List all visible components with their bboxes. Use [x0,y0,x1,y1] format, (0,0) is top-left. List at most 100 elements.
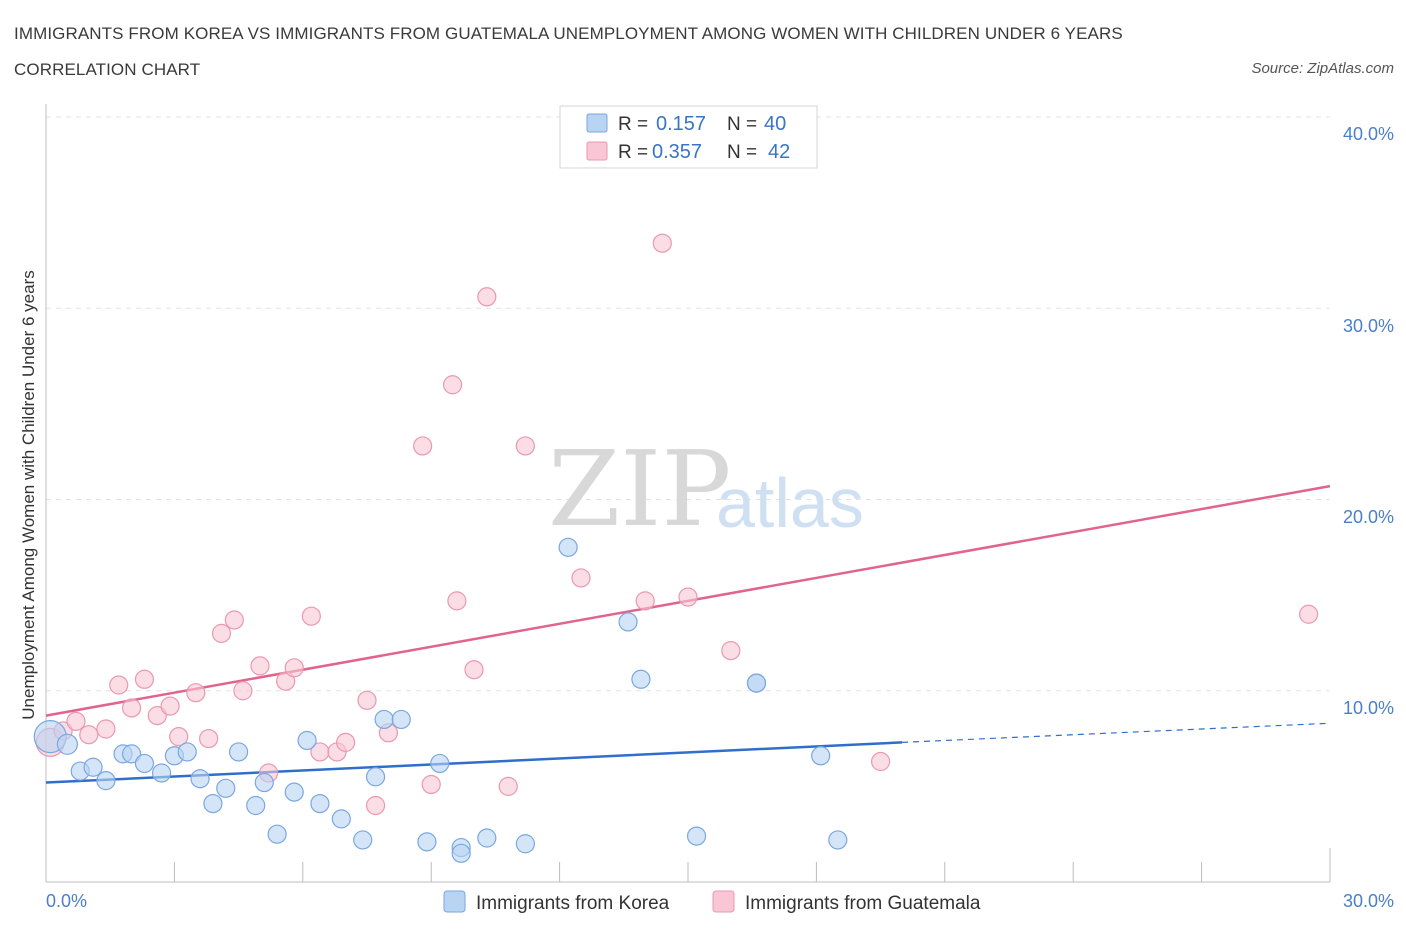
point-guatemala [443,375,463,395]
legend-swatch-guatemala [586,141,608,161]
point-guatemala [721,640,741,661]
point-guatemala [515,436,535,456]
legend-n-value-korea: 40 [764,113,786,135]
point-korea [96,771,116,791]
point-guatemala [199,728,219,749]
point-korea [374,709,394,730]
point-guatemala [652,233,672,253]
point-guatemala [250,656,270,676]
point-korea [203,793,223,814]
point-korea [83,757,103,777]
point-korea [451,843,471,863]
bottom-legend-label-guatemala: Immigrants from Guatemala [745,893,981,914]
point-guatemala [421,774,441,795]
x-tick-label-max: 30.0% [1343,891,1394,911]
point-korea [828,830,848,850]
chart-title: IMMIGRANTS FROM KOREA VS IMMIGRANTS FROM… [14,24,1123,79]
legend-swatch-korea [586,113,608,133]
point-korea [631,669,651,689]
point-guatemala [109,675,129,695]
point-guatemala [284,658,304,678]
point-guatemala [186,683,206,703]
y-axis-title: Unemployment Among Women with Children U… [19,270,38,719]
point-korea [811,746,831,766]
point-guatemala [169,727,189,747]
point-guatemala [571,568,591,588]
point-korea [391,709,411,730]
point-guatemala [134,669,155,689]
point-guatemala [96,719,116,739]
point-guatemala [336,732,356,752]
point-korea [365,767,386,787]
trendline-korea [45,741,903,784]
point-guatemala [122,698,142,718]
bottom-legend-swatch-korea [443,890,466,913]
point-korea [190,769,210,789]
point-guatemala [498,776,518,796]
point-korea [746,673,767,693]
x-tick-label-min: 0.0% [46,891,87,911]
legend-r-label-guatemala: R = [618,142,648,163]
point-korea [417,832,437,852]
point-korea [177,742,197,762]
point-guatemala [678,587,698,607]
source-label: Source: ZipAtlas.com [1251,60,1394,77]
point-guatemala [1298,604,1319,624]
point-guatemala [224,610,244,630]
y-tick-label-20: 20.0% [1343,507,1394,527]
point-korea [297,730,317,751]
point-korea [515,834,535,854]
bottom-legend-swatch-guatemala [712,890,735,913]
point-korea [477,828,497,848]
y-tick-label-30: 30.0% [1343,316,1394,336]
series-legend: Immigrants from Korea Immigrants from Gu… [443,890,981,914]
point-guatemala [413,436,433,456]
bottom-legend-label-korea: Immigrants from Korea [476,893,670,914]
point-guatemala [464,660,484,680]
point-guatemala [147,706,167,726]
point-guatemala [233,681,253,701]
point-guatemala [79,725,99,745]
point-korea [284,782,304,802]
point-guatemala [365,795,386,816]
point-korea [246,795,266,816]
watermark-atlas: atlas [716,464,864,542]
legend-n-label-guatemala: N = [727,142,757,163]
trendline-korea-extension [901,722,1331,743]
point-guatemala [160,696,180,716]
point-korea [229,742,249,762]
legend-r-value-guatemala: 0.357 [652,141,702,163]
point-korea [151,763,172,783]
point-guatemala [301,606,321,626]
point-guatemala [477,287,497,307]
data-points [33,233,1319,863]
point-guatemala [211,623,232,643]
legend-n-value-guatemala: 42 [768,141,790,163]
point-guatemala [357,690,377,710]
point-korea [353,830,373,850]
point-korea [310,793,330,814]
point-guatemala [66,711,86,731]
point-korea [558,537,578,557]
point-guatemala [447,591,467,611]
point-korea [134,753,155,774]
y-tick-label-10: 10.0% [1343,698,1394,718]
point-korea [331,809,351,829]
legend-r-value-korea: 0.157 [656,113,706,135]
point-korea [267,824,287,844]
point-guatemala [276,671,296,691]
point-korea [430,753,450,774]
point-korea [254,772,274,793]
point-korea [216,778,236,798]
legend-n-label-korea: N = [727,114,757,135]
point-korea [122,744,142,764]
y-tick-label-40: 40.0% [1343,124,1394,144]
point-korea [618,612,638,632]
point-guatemala [635,591,655,611]
watermark-zip: ZIP [548,428,731,550]
point-korea [686,826,707,846]
point-korea [56,733,79,755]
point-guatemala [870,751,891,772]
correlation-legend: R = 0.157 N = 40 R = 0.357 N = 42 [559,105,818,169]
